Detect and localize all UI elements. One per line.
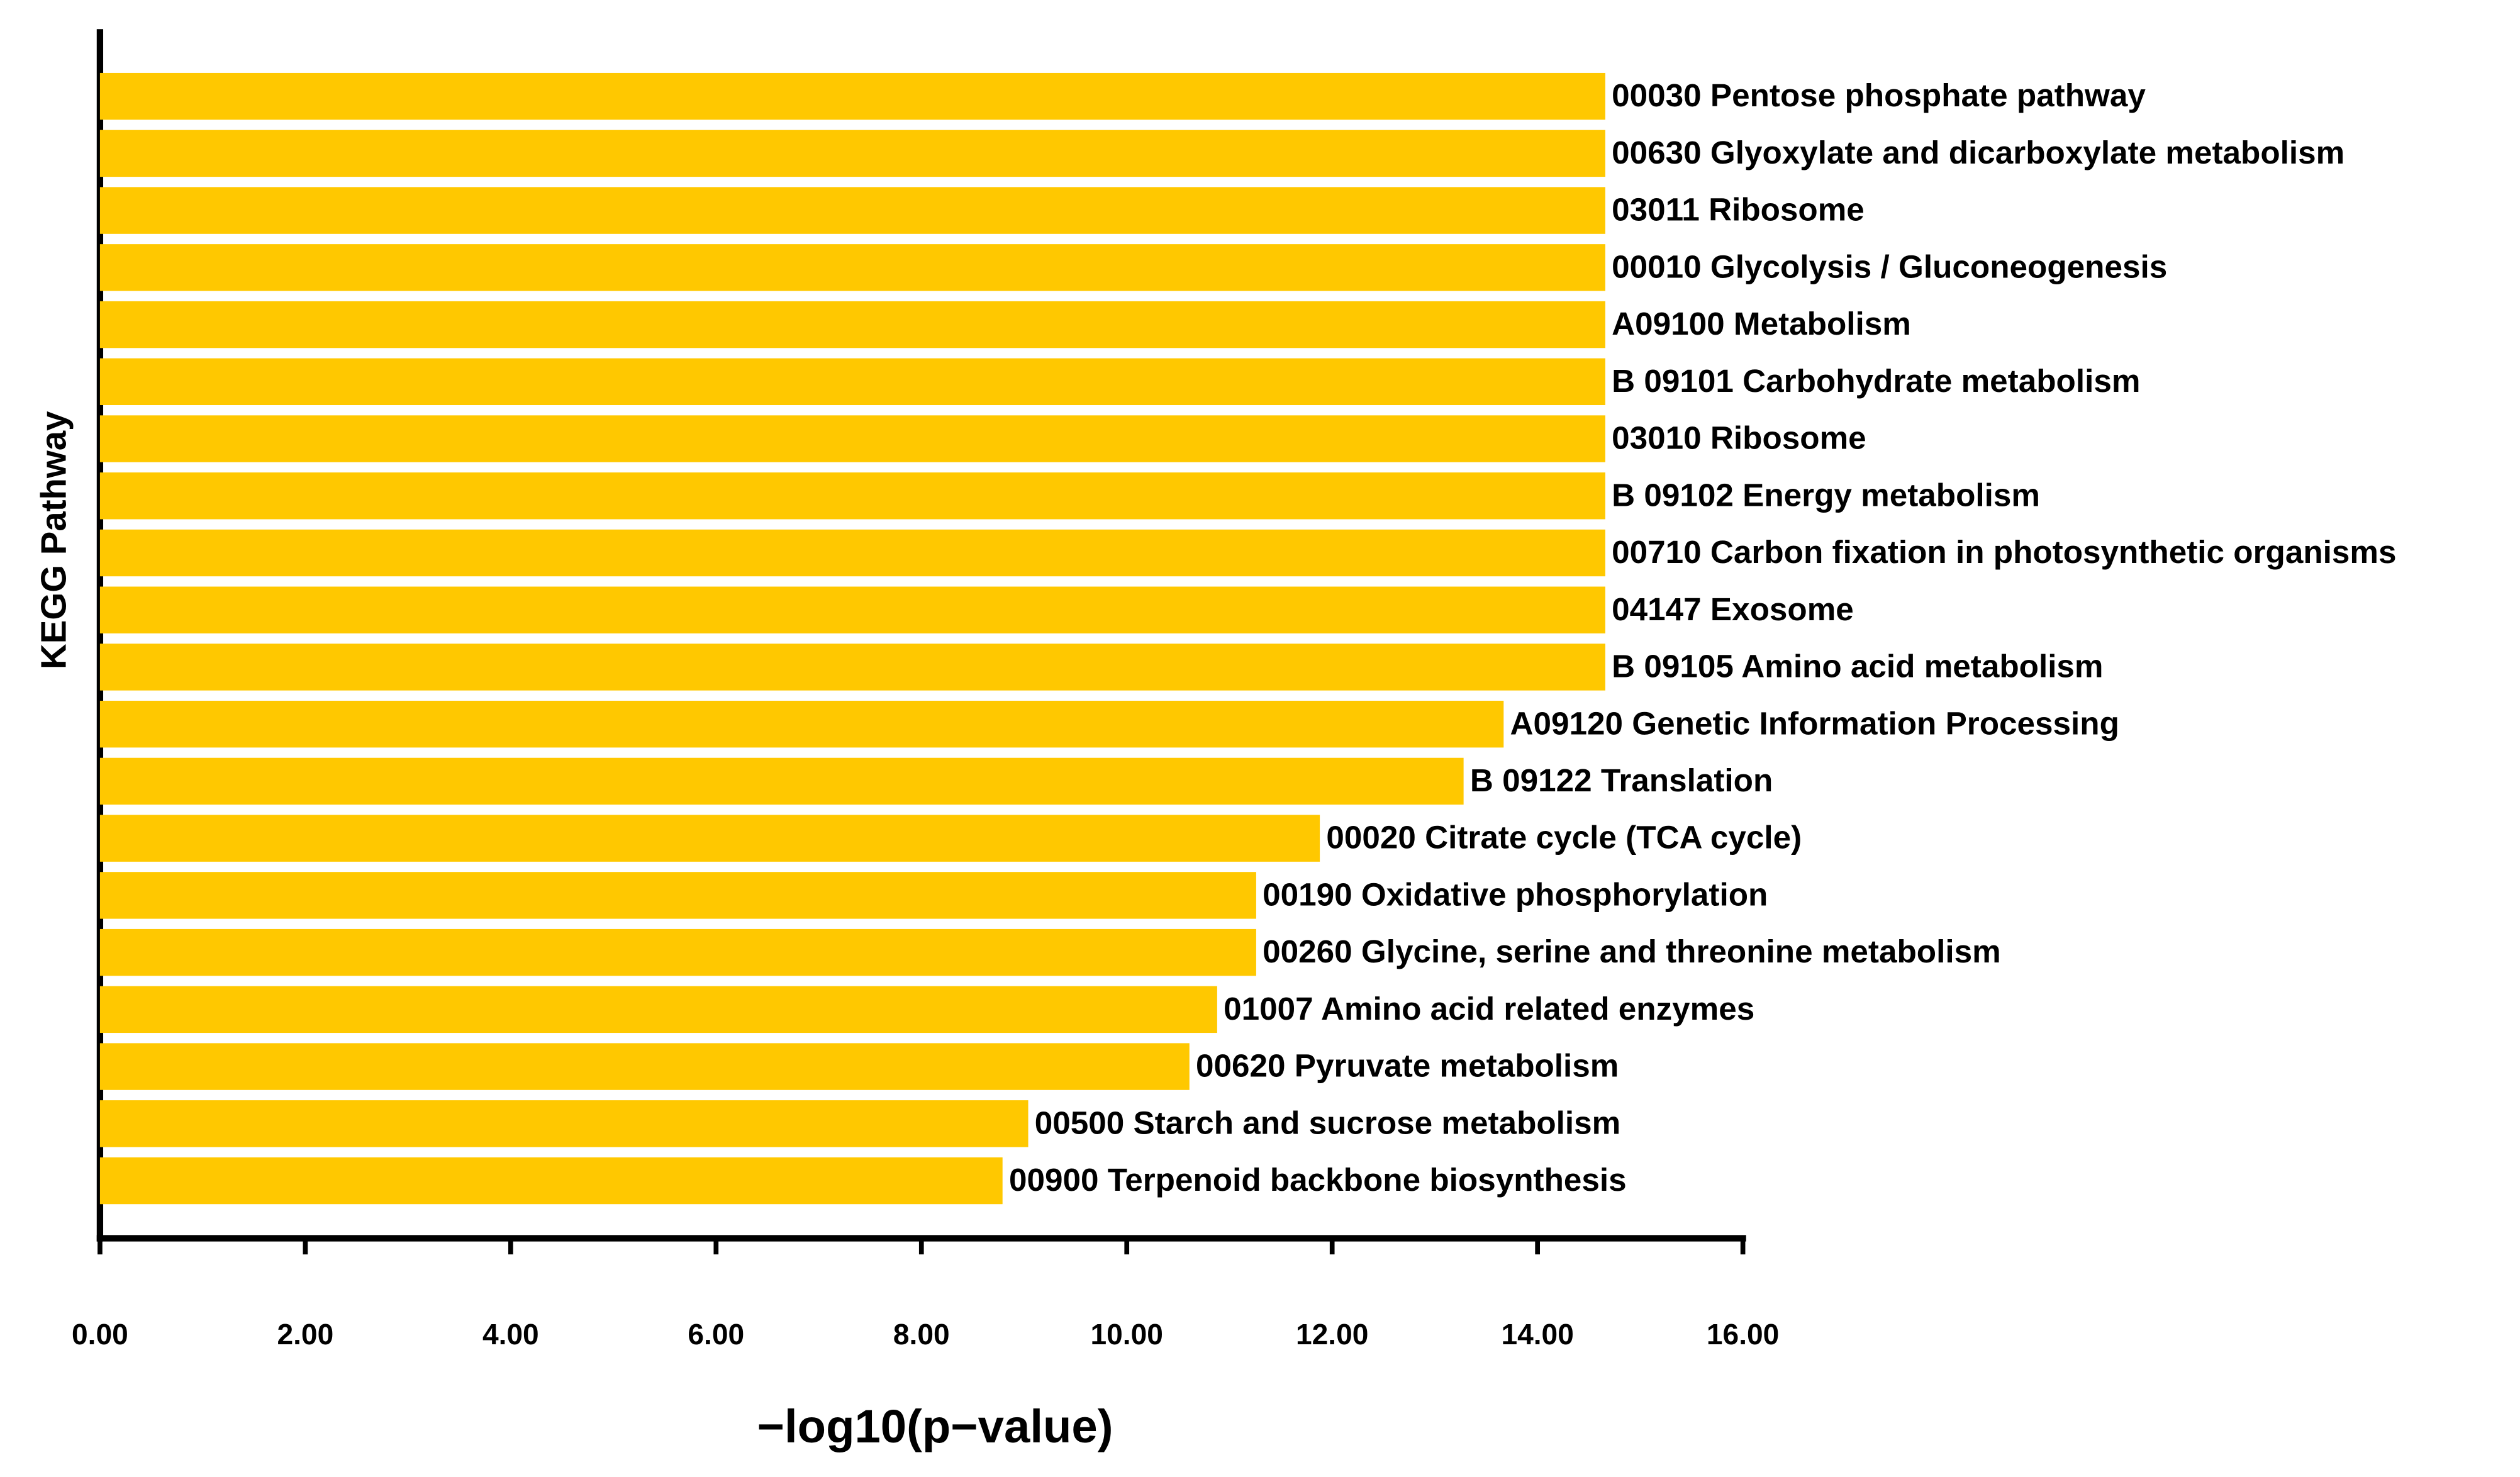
bar-label: 01007 Amino acid related enzymes <box>1224 991 1754 1027</box>
bar-label: 00260 Glycine, serine and threonine meta… <box>1263 934 2000 969</box>
bar-label: 04147 Exosome <box>1612 591 1854 627</box>
bar <box>99 472 1605 520</box>
bar <box>99 872 1256 919</box>
bar <box>99 529 1605 577</box>
x-tick-label: 8.00 <box>893 1318 950 1351</box>
bar-label: B 09105 Amino acid metabolism <box>1612 649 2103 684</box>
bar-label: 00630 Glyoxylate and dicarboxylate metab… <box>1612 135 2344 170</box>
bar <box>99 244 1605 291</box>
bar-label: 00620 Pyruvate metabolism <box>1196 1048 1619 1084</box>
bar <box>99 415 1605 462</box>
x-tick-label: 6.00 <box>688 1318 744 1351</box>
bar <box>99 815 1320 862</box>
bar <box>99 130 1605 177</box>
bar-label: 00030 Pentose phosphate pathway <box>1612 77 2146 113</box>
bar-label: 03010 Ribosome <box>1612 420 1866 456</box>
bar-label: 00500 Starch and sucrose metabolism <box>1035 1105 1620 1140</box>
x-tick-label: 2.00 <box>277 1318 333 1351</box>
bar-label: 00010 Glycolysis / Gluconeogenesis <box>1612 248 2167 284</box>
bar <box>99 187 1605 234</box>
bar-label: 03011 Ribosome <box>1612 192 1865 228</box>
x-axis-title: −log10(p−value) <box>757 1400 1113 1452</box>
bar-label: A09120 Genetic Information Processing <box>1510 705 2119 741</box>
x-tick-label: 12.00 <box>1296 1318 1368 1351</box>
bar-label: 00020 Citrate cycle (TCA cycle) <box>1326 820 1802 856</box>
bar <box>99 1043 1190 1090</box>
bar-label: B 09122 Translation <box>1470 762 1773 798</box>
x-tick-label: 4.00 <box>482 1318 539 1351</box>
bar-label: 00190 Oxidative phosphorylation <box>1263 876 1768 912</box>
bar <box>99 1100 1029 1147</box>
bar-label: B 09102 Energy metabolism <box>1612 477 2040 513</box>
bar-label: 00900 Terpenoid backbone biosynthesis <box>1009 1162 1627 1198</box>
bar <box>99 72 1605 120</box>
bar-label: B 09101 Carbohydrate metabolism <box>1612 363 2140 399</box>
bar <box>99 301 1605 348</box>
x-tick-label: 14.00 <box>1501 1318 1573 1351</box>
bar <box>99 1157 1003 1205</box>
x-tick-label: 0.00 <box>72 1318 128 1351</box>
bar <box>99 586 1605 633</box>
y-axis-title: KEGG Pathway <box>34 411 74 669</box>
bar <box>99 700 1504 748</box>
x-tick-label: 16.00 <box>1707 1318 1779 1351</box>
bar <box>99 644 1605 691</box>
bar-label: 00710 Carbon fixation in photosynthetic … <box>1612 534 2396 570</box>
bar <box>99 986 1217 1034</box>
bar <box>99 928 1256 976</box>
x-tick-label: 10.00 <box>1091 1318 1163 1351</box>
bar-label: A09100 Metabolism <box>1612 306 1911 342</box>
bar <box>99 358 1605 406</box>
bar <box>99 757 1464 805</box>
